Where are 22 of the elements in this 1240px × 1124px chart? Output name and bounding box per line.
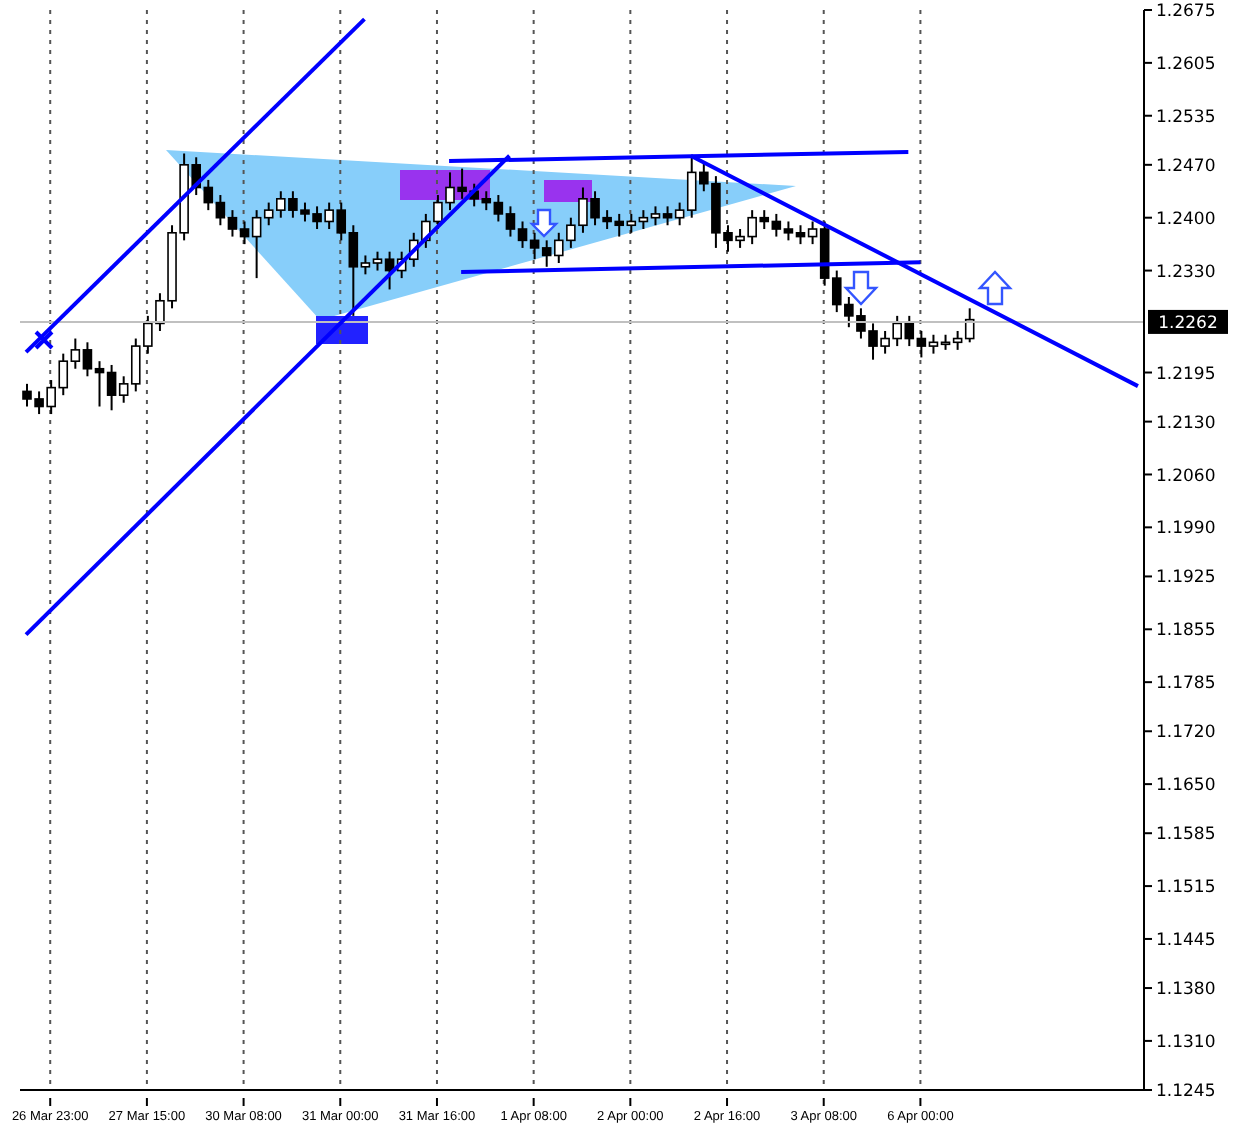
y-tick-label: 1.1515	[1156, 878, 1216, 899]
y-tick-label: 1.2330	[1156, 262, 1216, 283]
y-tick-label: 1.1785	[1156, 674, 1216, 695]
y-tick-label: 1.1925	[1156, 568, 1216, 589]
y-tick-label: 1.1585	[1156, 825, 1216, 846]
y-tick-label: 1.2535	[1156, 107, 1216, 128]
y-tick-label: 1.1990	[1156, 519, 1216, 540]
y-tick-label: 1.2060	[1156, 466, 1216, 487]
y-tick-label: 1.1245	[1156, 1082, 1216, 1103]
y-tick-label: 1.1855	[1156, 621, 1216, 642]
ref-line-label: 1.2262	[1158, 313, 1218, 334]
y-tick-label: 1.2195	[1156, 364, 1216, 385]
y-tick-label: 1.2675	[1156, 2, 1216, 23]
y-tick-label: 1.1380	[1156, 980, 1216, 1001]
y-tick-label: 1.2605	[1156, 54, 1216, 75]
y-tick-label: 1.1720	[1156, 723, 1216, 744]
y-tick-label: 1.2470	[1156, 156, 1216, 177]
y-tick-label: 1.1445	[1156, 930, 1216, 951]
y-tick-label: 1.1310	[1156, 1032, 1216, 1053]
y-tick-label: 1.2130	[1156, 413, 1216, 434]
y-tick-label: 1.2400	[1156, 209, 1216, 230]
y-tick-label: 1.1650	[1156, 776, 1216, 797]
